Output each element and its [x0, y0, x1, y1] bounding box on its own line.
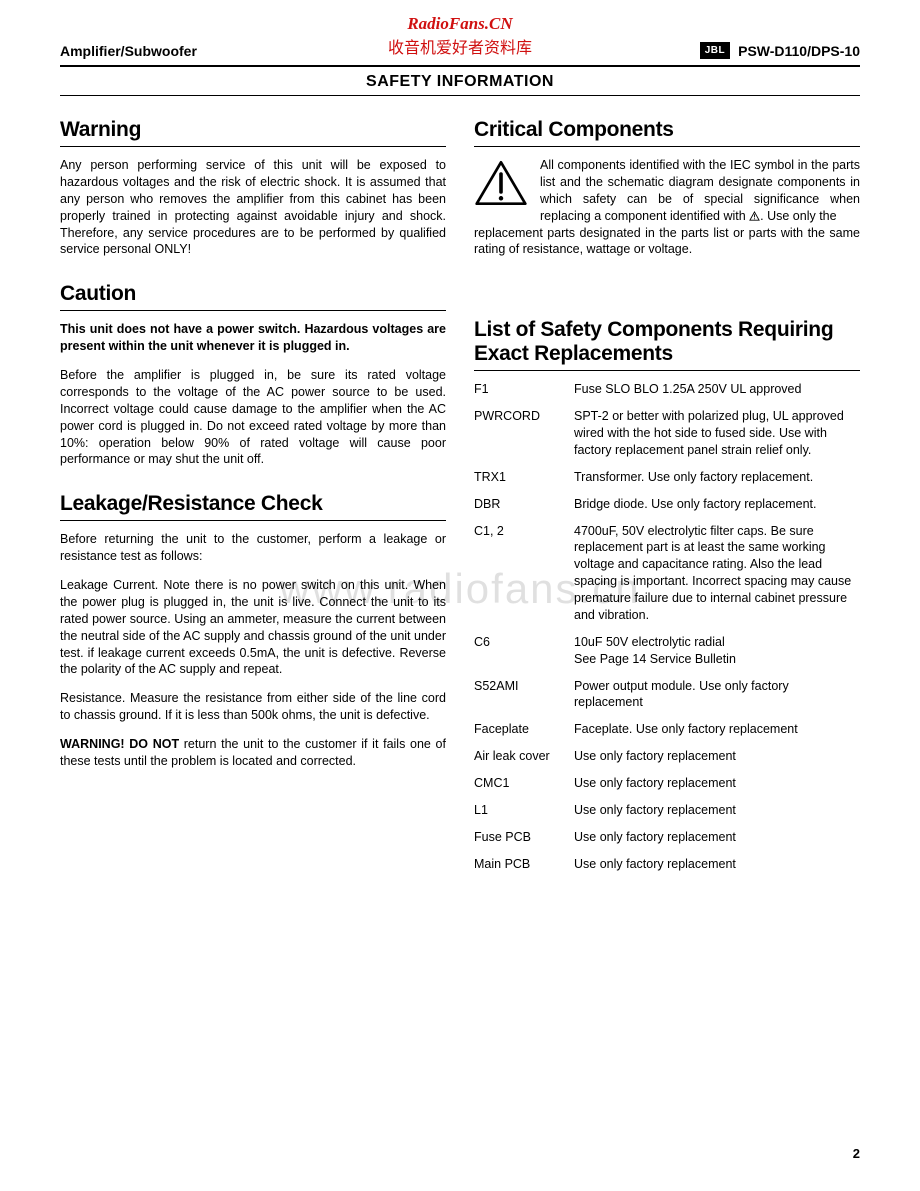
component-ref: Faceplate	[474, 721, 564, 738]
warning-text: Any person performing service of this un…	[60, 157, 446, 258]
leakage-p3: Resistance. Measure the resistance from …	[60, 690, 446, 724]
component-ref: TRX1	[474, 469, 564, 486]
critical-float-text: All components identified with the IEC s…	[540, 157, 860, 225]
critical-block: All components identified with the IEC s…	[474, 157, 860, 225]
header-rule	[60, 65, 860, 67]
component-desc: SPT-2 or better with polarized plug, UL …	[574, 408, 860, 459]
leakage-p4: WARNING! DO NOT return the unit to the c…	[60, 736, 446, 770]
caution-heading: Caution	[60, 282, 446, 311]
component-desc: Use only factory replacement	[574, 775, 860, 792]
table-row: C6 10uF 50V electrolytic radial See Page …	[474, 634, 860, 668]
caution-bold-text: This unit does not have a power switch. …	[60, 321, 446, 355]
component-ref: C1, 2	[474, 523, 564, 624]
leakage-p4-prefix: WARNING! DO NOT	[60, 737, 179, 751]
critical-after-icon: . Use only the	[760, 209, 836, 223]
header-right: JBL PSW-D110/DPS-10	[700, 42, 860, 59]
page-title: SAFETY INFORMATION	[60, 73, 860, 91]
component-ref: PWRCORD	[474, 408, 564, 459]
component-ref: S52AMI	[474, 678, 564, 712]
leakage-p2: Leakage Current. Note there is no power …	[60, 577, 446, 678]
component-desc: Use only factory replacement	[574, 856, 860, 873]
table-row: C1, 24700uF, 50V electrolytic filter cap…	[474, 523, 860, 624]
header-left: Amplifier/Subwoofer	[60, 43, 197, 59]
model-number: PSW-D110/DPS-10	[738, 43, 860, 59]
warning-triangle-icon	[474, 157, 528, 225]
table-row: CMC1 Use only factory replacement	[474, 775, 860, 792]
page-number: 2	[853, 1146, 860, 1161]
table-row: L1 Use only factory replacement	[474, 802, 860, 819]
component-ref: Air leak cover	[474, 748, 564, 765]
component-ref: Fuse PCB	[474, 829, 564, 846]
component-desc: Faceplate. Use only factory replacement	[574, 721, 860, 738]
table-row: F1 Fuse SLO BLO 1.25A 250V UL approved	[474, 381, 860, 398]
component-desc: Transformer. Use only factory replacemen…	[574, 469, 860, 486]
component-ref: Main PCB	[474, 856, 564, 873]
component-ref: C6	[474, 634, 564, 668]
leakage-p1: Before returning the unit to the custome…	[60, 531, 446, 565]
left-column: Warning Any person performing service of…	[60, 114, 446, 883]
content-columns: Warning Any person performing service of…	[60, 114, 860, 883]
component-desc: 4700uF, 50V electrolytic filter caps. Be…	[574, 523, 860, 624]
caution-text: Before the amplifier is plugged in, be s…	[60, 367, 446, 468]
component-ref: DBR	[474, 496, 564, 513]
critical-follow-text: replacement parts designated in the part…	[474, 225, 860, 259]
critical-heading: Critical Components	[474, 118, 860, 147]
table-row: S52AMI Power output module. Use only fact…	[474, 678, 860, 712]
component-desc: Use only factory replacement	[574, 748, 860, 765]
leakage-heading: Leakage/Resistance Check	[60, 492, 446, 521]
page-header: Amplifier/Subwoofer JBL PSW-D110/DPS-10	[60, 20, 860, 63]
components-table: F1 Fuse SLO BLO 1.25A 250V UL approved PWR…	[474, 381, 860, 872]
component-ref: L1	[474, 802, 564, 819]
table-row: PWRCORDSPT-2 or better with polarized pl…	[474, 408, 860, 459]
inline-triangle-icon	[749, 209, 760, 219]
table-row: Main PCB Use only factory replacement	[474, 856, 860, 873]
table-row: Fuse PCB Use only factory replacement	[474, 829, 860, 846]
component-desc: 10uF 50V electrolytic radial See Page 14…	[574, 634, 860, 668]
title-rule	[60, 95, 860, 96]
table-row: DBR Bridge diode. Use only factory replac…	[474, 496, 860, 513]
brand-logo: JBL	[700, 42, 730, 59]
list-heading: List of Safety Components Requiring Exac…	[474, 318, 860, 371]
component-desc: Power output module. Use only factory re…	[574, 678, 860, 712]
right-column: Critical Components All components ident…	[474, 114, 860, 883]
table-row: Faceplate Faceplate. Use only factory rep…	[474, 721, 860, 738]
table-row: Air leak cover Use only factory replaceme…	[474, 748, 860, 765]
component-desc: Fuse SLO BLO 1.25A 250V UL approved	[574, 381, 860, 398]
component-desc: Use only factory replacement	[574, 829, 860, 846]
table-row: TRX1 Transformer. Use only factory replac…	[474, 469, 860, 486]
component-desc: Use only factory replacement	[574, 802, 860, 819]
component-desc: Bridge diode. Use only factory replaceme…	[574, 496, 860, 513]
warning-heading: Warning	[60, 118, 446, 147]
component-ref: F1	[474, 381, 564, 398]
component-ref: CMC1	[474, 775, 564, 792]
